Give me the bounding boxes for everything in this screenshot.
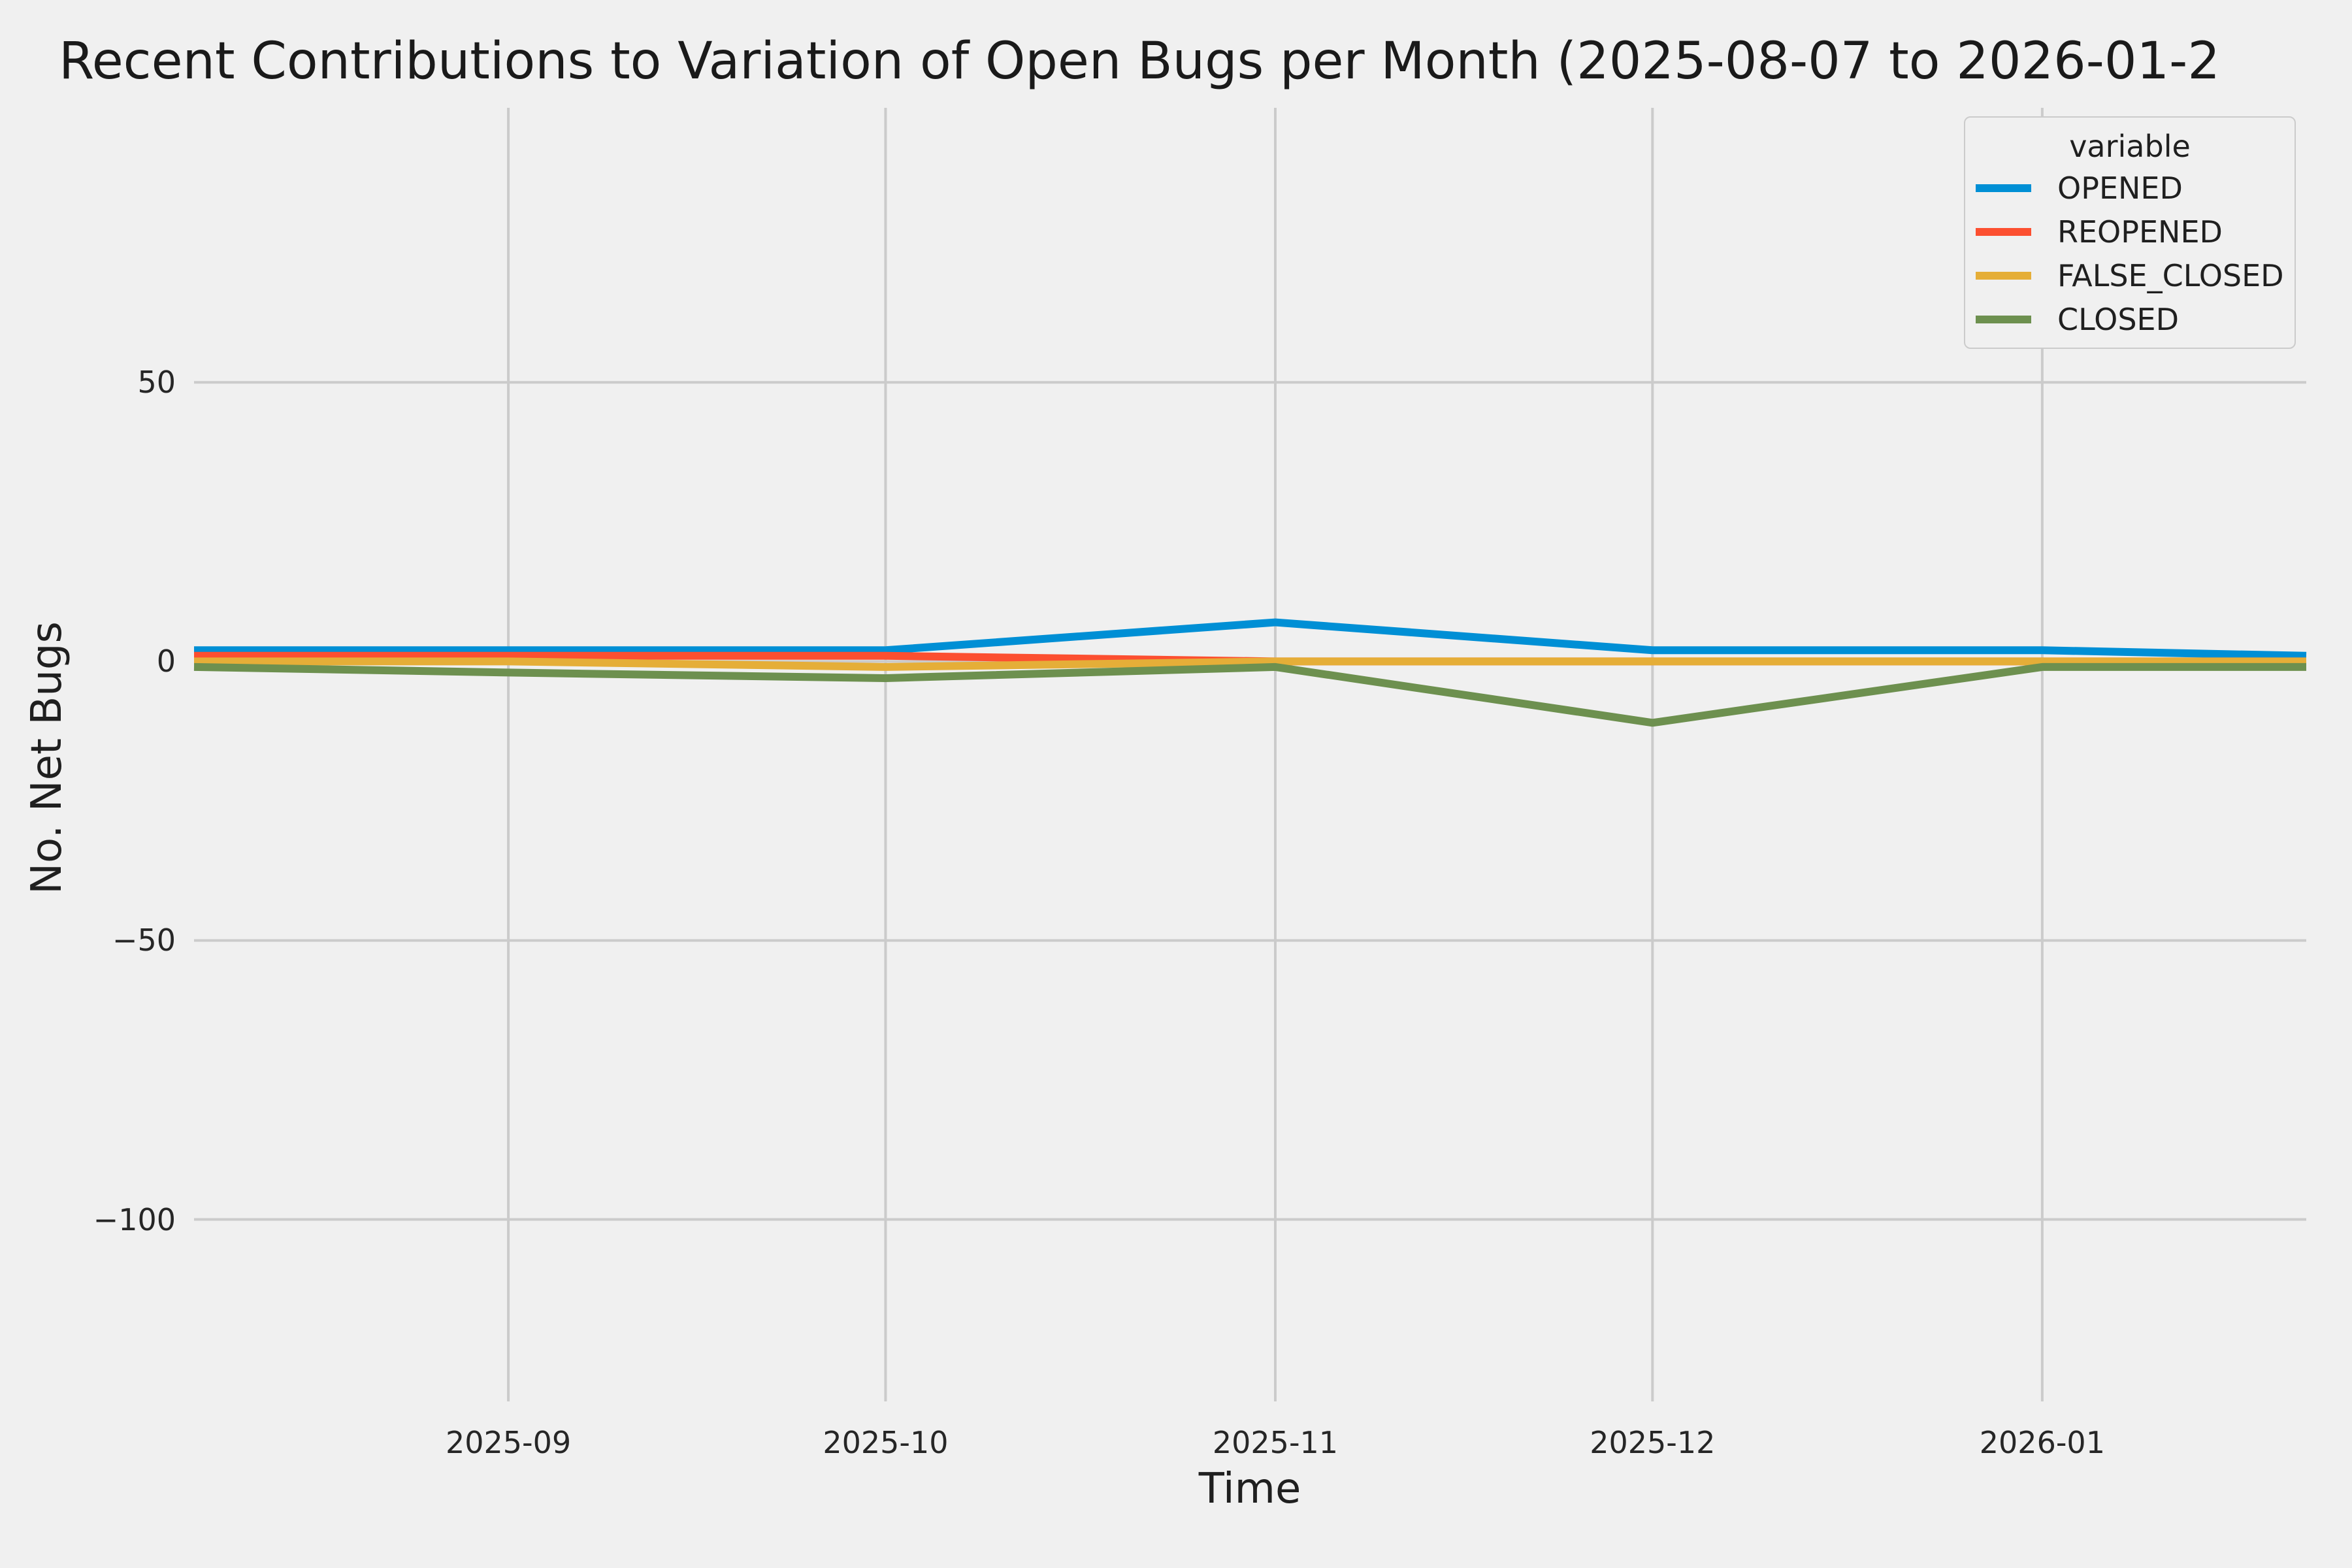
legend-swatch-icon <box>1976 315 2031 323</box>
y-tick-label: 50 <box>137 365 176 400</box>
y-tick-label: 0 <box>156 644 176 679</box>
x-tick-label: 2025-09 <box>445 1425 572 1460</box>
legend-title: variable <box>2069 129 2191 164</box>
series-line-closed <box>193 662 2306 727</box>
y-axis-label: No. Net Bugs <box>23 621 71 894</box>
legend-row: REOPENED <box>1965 210 2295 253</box>
legend-row: FALSE_CLOSED <box>1965 253 2295 297</box>
legend-row: CLOSED <box>1965 297 2295 341</box>
legend-swatch-icon <box>1976 271 2031 280</box>
x-axis-label: Time <box>1198 1465 1301 1513</box>
legend-label: CLOSED <box>2057 301 2179 337</box>
legend: variable OPENED REOPENED FALSE_CLOSED CLOSE… <box>1964 116 2296 349</box>
chart-title: Recent Contributions to Variation of Ope… <box>59 32 2220 91</box>
series-line-false_closed <box>194 657 2306 671</box>
legend-entries: OPENED REOPENED FALSE_CLOSED CLOSED <box>1965 166 2295 341</box>
legend-label: OPENED <box>2057 170 2183 206</box>
series-line-opened <box>194 618 2307 660</box>
y-tick-label: −100 <box>93 1201 176 1237</box>
legend-label: FALSE_CLOSED <box>2057 257 2284 293</box>
y-tick-label: −50 <box>112 923 176 958</box>
legend-row: OPENED <box>1965 166 2295 210</box>
legend-swatch-icon <box>1976 184 2031 192</box>
x-tick-label: 2025-12 <box>1590 1425 1716 1460</box>
x-tick-label: 2025-10 <box>823 1425 949 1460</box>
x-tick-label: 2026-01 <box>1979 1425 2105 1460</box>
x-tick-label: 2025-11 <box>1212 1425 1339 1460</box>
legend-label: REOPENED <box>2057 214 2223 250</box>
legend-swatch-icon <box>1976 227 2031 236</box>
